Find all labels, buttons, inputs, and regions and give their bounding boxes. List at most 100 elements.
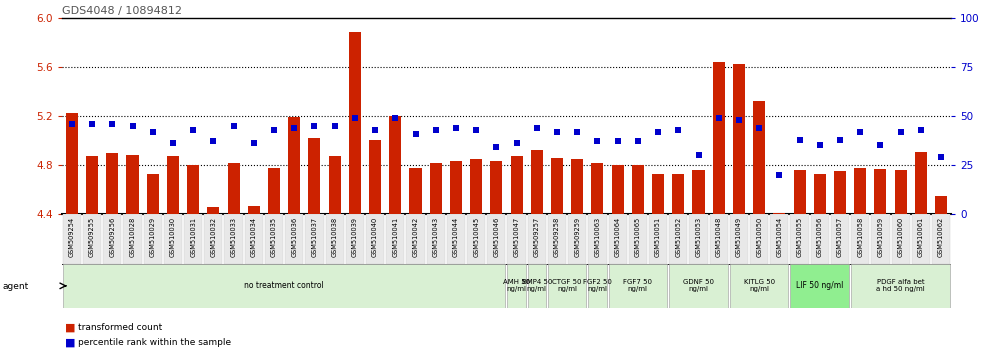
FancyBboxPatch shape bbox=[204, 214, 222, 264]
Text: FGF2 50
ng/ml: FGF2 50 ng/ml bbox=[583, 279, 612, 292]
FancyBboxPatch shape bbox=[63, 264, 505, 308]
Bar bbox=[672, 174, 684, 214]
FancyBboxPatch shape bbox=[730, 214, 748, 264]
Text: GSM510028: GSM510028 bbox=[129, 217, 135, 257]
Text: GSM510037: GSM510037 bbox=[312, 217, 318, 257]
FancyBboxPatch shape bbox=[730, 264, 789, 308]
Bar bbox=[187, 165, 199, 214]
Bar bbox=[794, 170, 806, 214]
Bar bbox=[369, 141, 381, 214]
Bar bbox=[167, 156, 179, 214]
Text: FGF7 50
ng/ml: FGF7 50 ng/ml bbox=[623, 279, 652, 292]
Text: GSM510032: GSM510032 bbox=[210, 217, 216, 257]
FancyBboxPatch shape bbox=[447, 214, 465, 264]
Bar bbox=[86, 156, 99, 214]
Text: GSM510047: GSM510047 bbox=[514, 217, 520, 257]
Text: LIF 50 ng/ml: LIF 50 ng/ml bbox=[796, 281, 844, 290]
FancyBboxPatch shape bbox=[791, 214, 809, 264]
FancyBboxPatch shape bbox=[609, 264, 667, 308]
Bar bbox=[227, 162, 240, 214]
Bar bbox=[309, 138, 321, 214]
Text: GSM510063: GSM510063 bbox=[595, 217, 601, 257]
FancyBboxPatch shape bbox=[143, 214, 161, 264]
Text: GSM510043: GSM510043 bbox=[432, 217, 438, 257]
FancyBboxPatch shape bbox=[628, 214, 647, 264]
FancyBboxPatch shape bbox=[83, 214, 102, 264]
FancyBboxPatch shape bbox=[709, 214, 728, 264]
Text: GSM509258: GSM509258 bbox=[554, 217, 560, 257]
Bar bbox=[268, 167, 280, 214]
FancyBboxPatch shape bbox=[589, 264, 607, 308]
Bar bbox=[146, 174, 158, 214]
FancyBboxPatch shape bbox=[770, 214, 789, 264]
Text: GSM510050: GSM510050 bbox=[756, 217, 762, 257]
Bar bbox=[126, 155, 138, 214]
FancyBboxPatch shape bbox=[285, 214, 304, 264]
FancyBboxPatch shape bbox=[891, 214, 909, 264]
Text: GSM510065: GSM510065 bbox=[634, 217, 640, 257]
Text: GSM510041: GSM510041 bbox=[392, 217, 398, 257]
FancyBboxPatch shape bbox=[224, 214, 243, 264]
FancyBboxPatch shape bbox=[750, 214, 768, 264]
FancyBboxPatch shape bbox=[811, 214, 829, 264]
Bar bbox=[207, 207, 219, 214]
Bar bbox=[470, 159, 482, 214]
Text: GDS4048 / 10894812: GDS4048 / 10894812 bbox=[62, 6, 181, 16]
FancyBboxPatch shape bbox=[589, 214, 607, 264]
Text: GSM509256: GSM509256 bbox=[110, 217, 116, 257]
FancyBboxPatch shape bbox=[63, 214, 81, 264]
Text: GSM510034: GSM510034 bbox=[251, 217, 257, 257]
Text: GSM509255: GSM509255 bbox=[89, 217, 95, 257]
Bar bbox=[248, 206, 260, 214]
Bar bbox=[733, 64, 745, 214]
Text: ■: ■ bbox=[65, 338, 76, 348]
Bar bbox=[814, 174, 826, 214]
Text: GSM510030: GSM510030 bbox=[170, 217, 176, 257]
Text: GSM510061: GSM510061 bbox=[918, 217, 924, 257]
Bar bbox=[288, 117, 300, 214]
Text: GSM510053: GSM510053 bbox=[695, 217, 701, 257]
Bar bbox=[874, 169, 886, 214]
FancyBboxPatch shape bbox=[568, 214, 587, 264]
Text: ■: ■ bbox=[65, 322, 76, 332]
Text: no treatment control: no treatment control bbox=[244, 281, 324, 290]
FancyBboxPatch shape bbox=[548, 214, 566, 264]
Text: GSM510031: GSM510031 bbox=[190, 217, 196, 257]
Bar bbox=[450, 161, 462, 214]
Text: GSM510055: GSM510055 bbox=[797, 217, 803, 257]
Text: GSM509259: GSM509259 bbox=[575, 217, 581, 257]
Bar bbox=[592, 162, 604, 214]
Text: GSM510054: GSM510054 bbox=[776, 217, 783, 257]
FancyBboxPatch shape bbox=[831, 214, 850, 264]
FancyBboxPatch shape bbox=[791, 264, 850, 308]
Bar bbox=[834, 171, 846, 214]
Text: PDGF alfa bet
a hd 50 ng/ml: PDGF alfa bet a hd 50 ng/ml bbox=[876, 279, 925, 292]
Bar bbox=[692, 170, 704, 214]
Bar bbox=[652, 174, 664, 214]
FancyBboxPatch shape bbox=[326, 214, 344, 264]
Text: GDNF 50
ng/ml: GDNF 50 ng/ml bbox=[683, 279, 714, 292]
Text: GSM510033: GSM510033 bbox=[230, 217, 237, 257]
FancyBboxPatch shape bbox=[911, 214, 930, 264]
Text: GSM510035: GSM510035 bbox=[271, 217, 277, 257]
FancyBboxPatch shape bbox=[104, 214, 122, 264]
Text: GSM509254: GSM509254 bbox=[69, 217, 75, 257]
Bar bbox=[855, 167, 867, 214]
Text: GSM510044: GSM510044 bbox=[453, 217, 459, 257]
Text: GSM510056: GSM510056 bbox=[817, 217, 823, 257]
Bar bbox=[329, 156, 341, 214]
Text: GSM510057: GSM510057 bbox=[837, 217, 843, 257]
FancyBboxPatch shape bbox=[689, 214, 707, 264]
Text: GSM510046: GSM510046 bbox=[493, 217, 499, 257]
Bar bbox=[429, 162, 442, 214]
FancyBboxPatch shape bbox=[508, 264, 526, 308]
FancyBboxPatch shape bbox=[609, 214, 626, 264]
Text: GSM510038: GSM510038 bbox=[332, 217, 338, 257]
Text: GSM510062: GSM510062 bbox=[938, 217, 944, 257]
Bar bbox=[66, 114, 78, 214]
FancyBboxPatch shape bbox=[467, 214, 485, 264]
Text: GSM510059: GSM510059 bbox=[877, 217, 883, 257]
Text: CTGF 50
ng/ml: CTGF 50 ng/ml bbox=[553, 279, 582, 292]
Bar bbox=[531, 150, 543, 214]
Text: GSM510036: GSM510036 bbox=[291, 217, 297, 257]
